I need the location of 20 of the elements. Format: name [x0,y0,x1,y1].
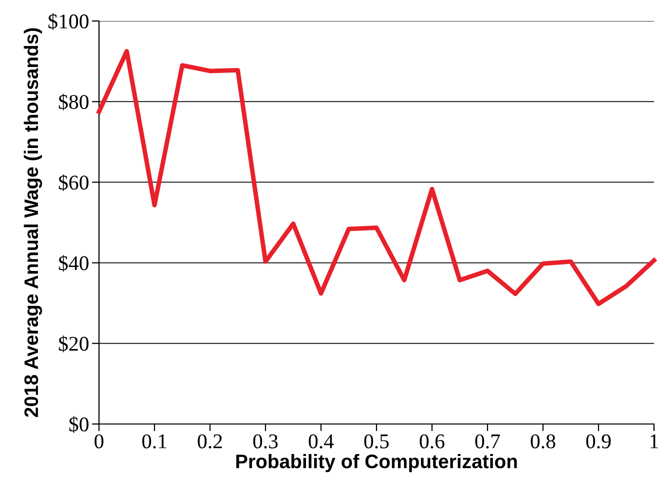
x-tick-label: 1 [650,434,658,448]
x-axis-title: Probability of Computerization [236,454,517,472]
y-tick-label: $40 [58,254,88,272]
x-tick-label: 0.3 [253,434,278,448]
y-tick-label: $100 [48,13,88,30]
y-axis-title: 2018 Average Annual Wage (in thousands) [24,28,42,417]
x-tick-label: 0.7 [475,434,500,448]
x-tick-label: 0.9 [586,434,611,448]
y-tick-label: $60 [58,174,88,192]
x-tick-label: 0.2 [198,434,222,448]
y-tick-label: $20 [58,336,88,352]
y-tick-label: $80 [58,94,88,110]
x-tick-label: 0.4 [308,434,334,448]
x-tick-label: 0.6 [420,434,444,448]
y-tick-label: $0 [69,416,88,433]
x-tick-label: 0.1 [142,434,166,448]
line-series [96,49,656,306]
x-tick-label: 0.8 [530,434,556,448]
x-tick-label: 0 [94,434,104,448]
x-tick-label: 0.5 [364,434,389,448]
